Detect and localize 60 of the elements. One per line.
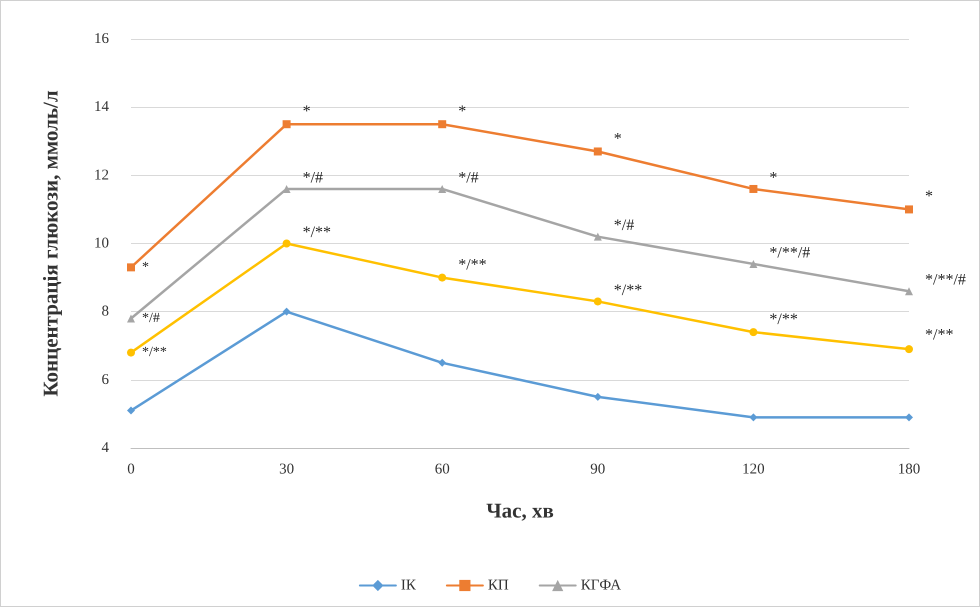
annotation: */**/# xyxy=(769,244,810,262)
annotation: * xyxy=(142,260,149,275)
point xyxy=(594,232,602,241)
point xyxy=(749,184,758,193)
annotation: */** xyxy=(769,310,798,328)
y-tick-label: 4 xyxy=(102,440,110,456)
point xyxy=(594,147,602,156)
annotation: * xyxy=(769,169,778,186)
annotation: */# xyxy=(142,310,160,326)
annotation: * xyxy=(458,103,466,120)
point xyxy=(127,406,135,415)
annotation: */# xyxy=(458,169,479,186)
x-axis-title: Час, хв xyxy=(486,498,554,522)
y-tick-label: 12 xyxy=(94,167,109,184)
x-tick-label: 0 xyxy=(127,462,135,478)
point xyxy=(282,240,291,248)
y-tick-label: 10 xyxy=(94,236,109,252)
legend-label: ІК xyxy=(400,578,417,594)
point xyxy=(905,287,913,296)
x-tick-label: 60 xyxy=(434,462,450,478)
legend-label: КГФА xyxy=(580,578,622,594)
annotation: */** xyxy=(458,256,487,274)
point xyxy=(282,308,291,316)
point xyxy=(127,348,135,357)
point xyxy=(749,328,758,336)
x-tick-label: 90 xyxy=(590,462,606,478)
point xyxy=(127,314,135,322)
annotation: */** xyxy=(925,326,954,344)
point xyxy=(905,345,913,354)
point xyxy=(749,260,758,268)
point xyxy=(594,297,602,306)
point xyxy=(438,184,446,193)
y-tick-label: 6 xyxy=(102,372,110,388)
x-tick-label: 120 xyxy=(742,462,765,478)
point xyxy=(905,205,913,214)
annotation: */**/# xyxy=(925,272,966,289)
annotation: */# xyxy=(302,169,324,186)
point xyxy=(438,274,446,282)
point xyxy=(438,120,446,128)
annotation: * xyxy=(302,103,311,120)
annotation: */** xyxy=(142,345,167,360)
y-tick-label: 16 xyxy=(94,31,110,47)
annotation: * xyxy=(925,188,933,206)
y-axis-title: Концентрація глюкози, ммоль/л xyxy=(38,90,62,397)
point xyxy=(905,413,913,422)
point xyxy=(438,358,446,367)
point xyxy=(749,413,758,422)
annotation: */# xyxy=(614,217,634,234)
annotation: * xyxy=(614,130,622,148)
x-tick-label: 180 xyxy=(898,462,920,478)
point xyxy=(282,184,291,193)
point xyxy=(127,263,135,272)
point xyxy=(594,392,602,401)
point xyxy=(282,120,291,128)
annotation: */** xyxy=(302,224,332,241)
y-tick-label: 14 xyxy=(94,99,110,116)
legend-label: КП xyxy=(488,578,509,594)
annotation: */** xyxy=(614,282,642,299)
x-tick-label: 30 xyxy=(279,462,294,478)
y-tick-label: 8 xyxy=(102,304,109,320)
